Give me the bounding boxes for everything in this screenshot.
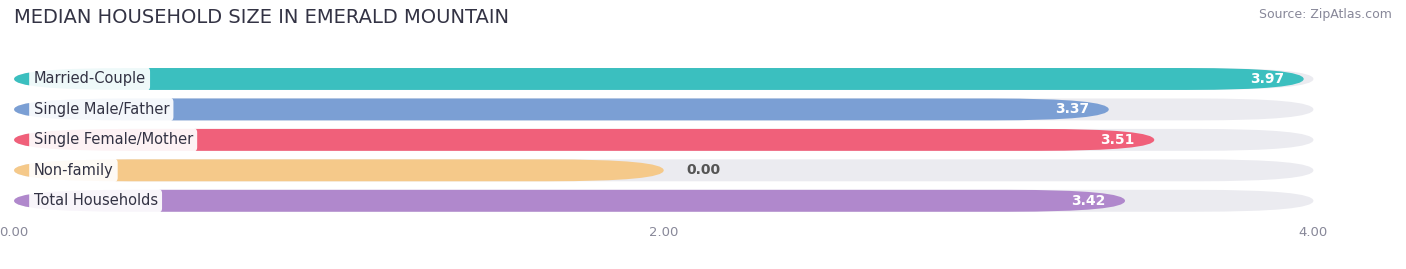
FancyBboxPatch shape [14,190,1313,212]
FancyBboxPatch shape [14,129,1154,151]
FancyBboxPatch shape [14,68,1313,90]
Text: 3.37: 3.37 [1054,102,1090,116]
Text: 3.97: 3.97 [1250,72,1284,86]
FancyBboxPatch shape [14,98,1313,121]
Text: 3.51: 3.51 [1101,133,1135,147]
FancyBboxPatch shape [14,190,1125,212]
Text: MEDIAN HOUSEHOLD SIZE IN EMERALD MOUNTAIN: MEDIAN HOUSEHOLD SIZE IN EMERALD MOUNTAI… [14,8,509,27]
Text: Married-Couple: Married-Couple [34,72,146,86]
Text: 3.42: 3.42 [1071,194,1105,208]
Text: Single Female/Mother: Single Female/Mother [34,132,193,147]
Text: 0.00: 0.00 [686,163,721,177]
FancyBboxPatch shape [14,98,1109,121]
FancyBboxPatch shape [14,159,1313,181]
FancyBboxPatch shape [14,68,1303,90]
Text: Single Male/Father: Single Male/Father [34,102,169,117]
FancyBboxPatch shape [14,159,664,181]
Text: Source: ZipAtlas.com: Source: ZipAtlas.com [1258,8,1392,21]
Text: Non-family: Non-family [34,163,114,178]
FancyBboxPatch shape [14,129,1313,151]
Text: Total Households: Total Households [34,193,157,208]
